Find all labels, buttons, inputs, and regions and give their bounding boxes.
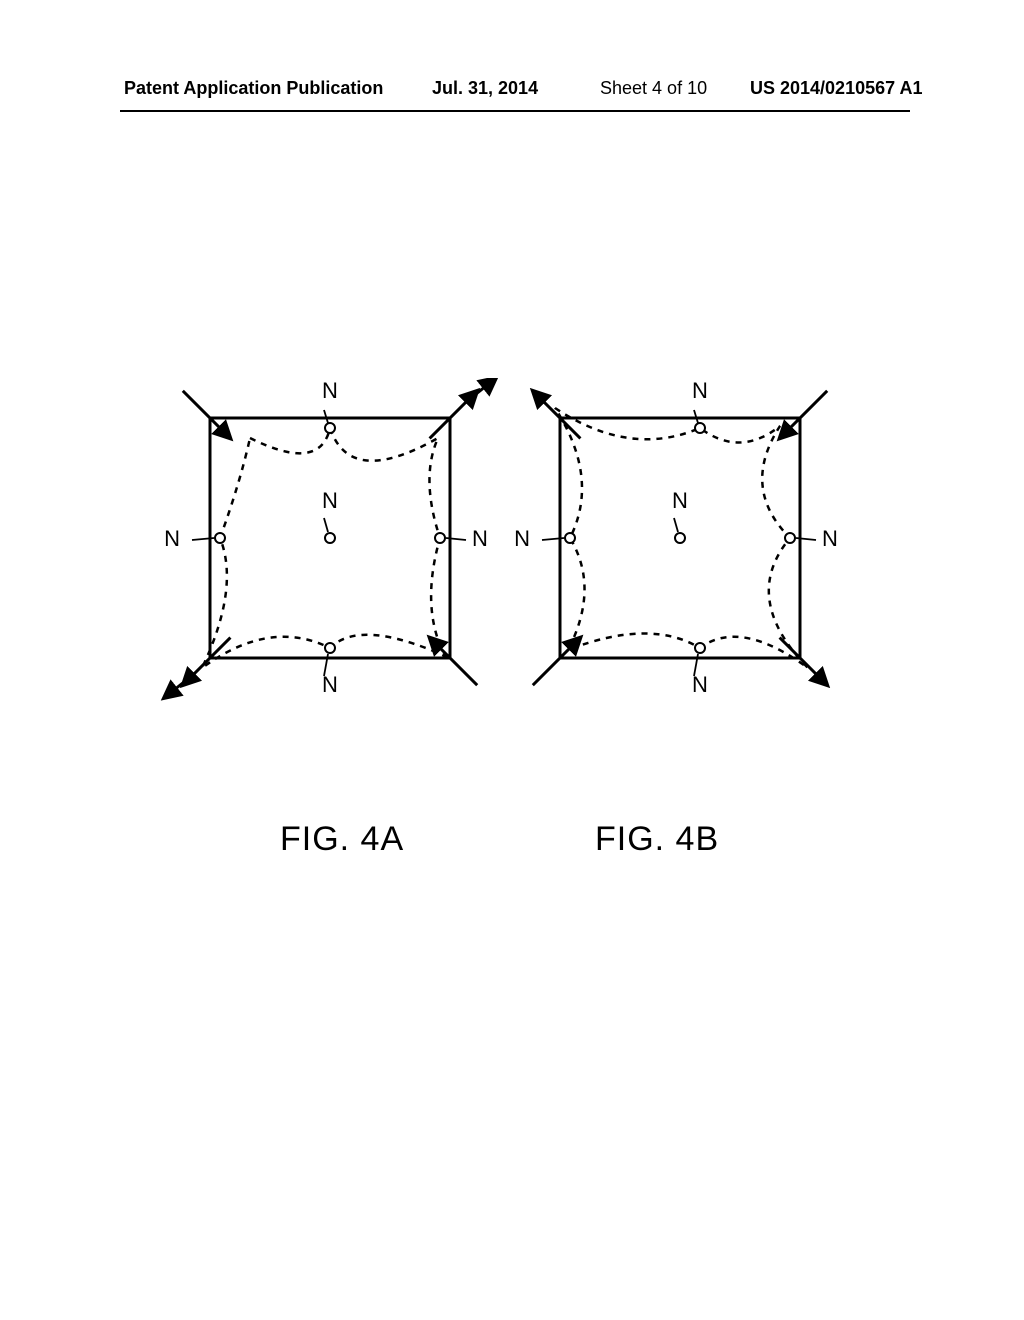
svg-text:N: N — [322, 378, 338, 403]
svg-text:N: N — [322, 488, 338, 513]
fig-4b-label: FIG. 4B — [595, 820, 719, 859]
svg-text:N: N — [322, 672, 338, 697]
svg-text:N: N — [692, 672, 708, 697]
publication-label: Patent Application Publication — [124, 78, 383, 99]
header-rule — [120, 110, 910, 112]
publication-number: US 2014/0210567 A1 — [750, 78, 922, 99]
svg-text:N: N — [472, 526, 488, 551]
svg-text:N: N — [672, 488, 688, 513]
publication-date: Jul. 31, 2014 — [432, 78, 538, 99]
figure-area: N N N N N N N N N N — [0, 378, 1024, 758]
svg-text:N: N — [822, 526, 838, 551]
sheet-number: Sheet 4 of 10 — [600, 78, 707, 99]
svg-text:N: N — [514, 526, 530, 551]
svg-text:N: N — [164, 526, 180, 551]
fig-4a-label: FIG. 4A — [280, 820, 404, 859]
svg-text:N: N — [692, 378, 708, 403]
figure-svg: N N N N N N N N N N — [0, 378, 1024, 758]
